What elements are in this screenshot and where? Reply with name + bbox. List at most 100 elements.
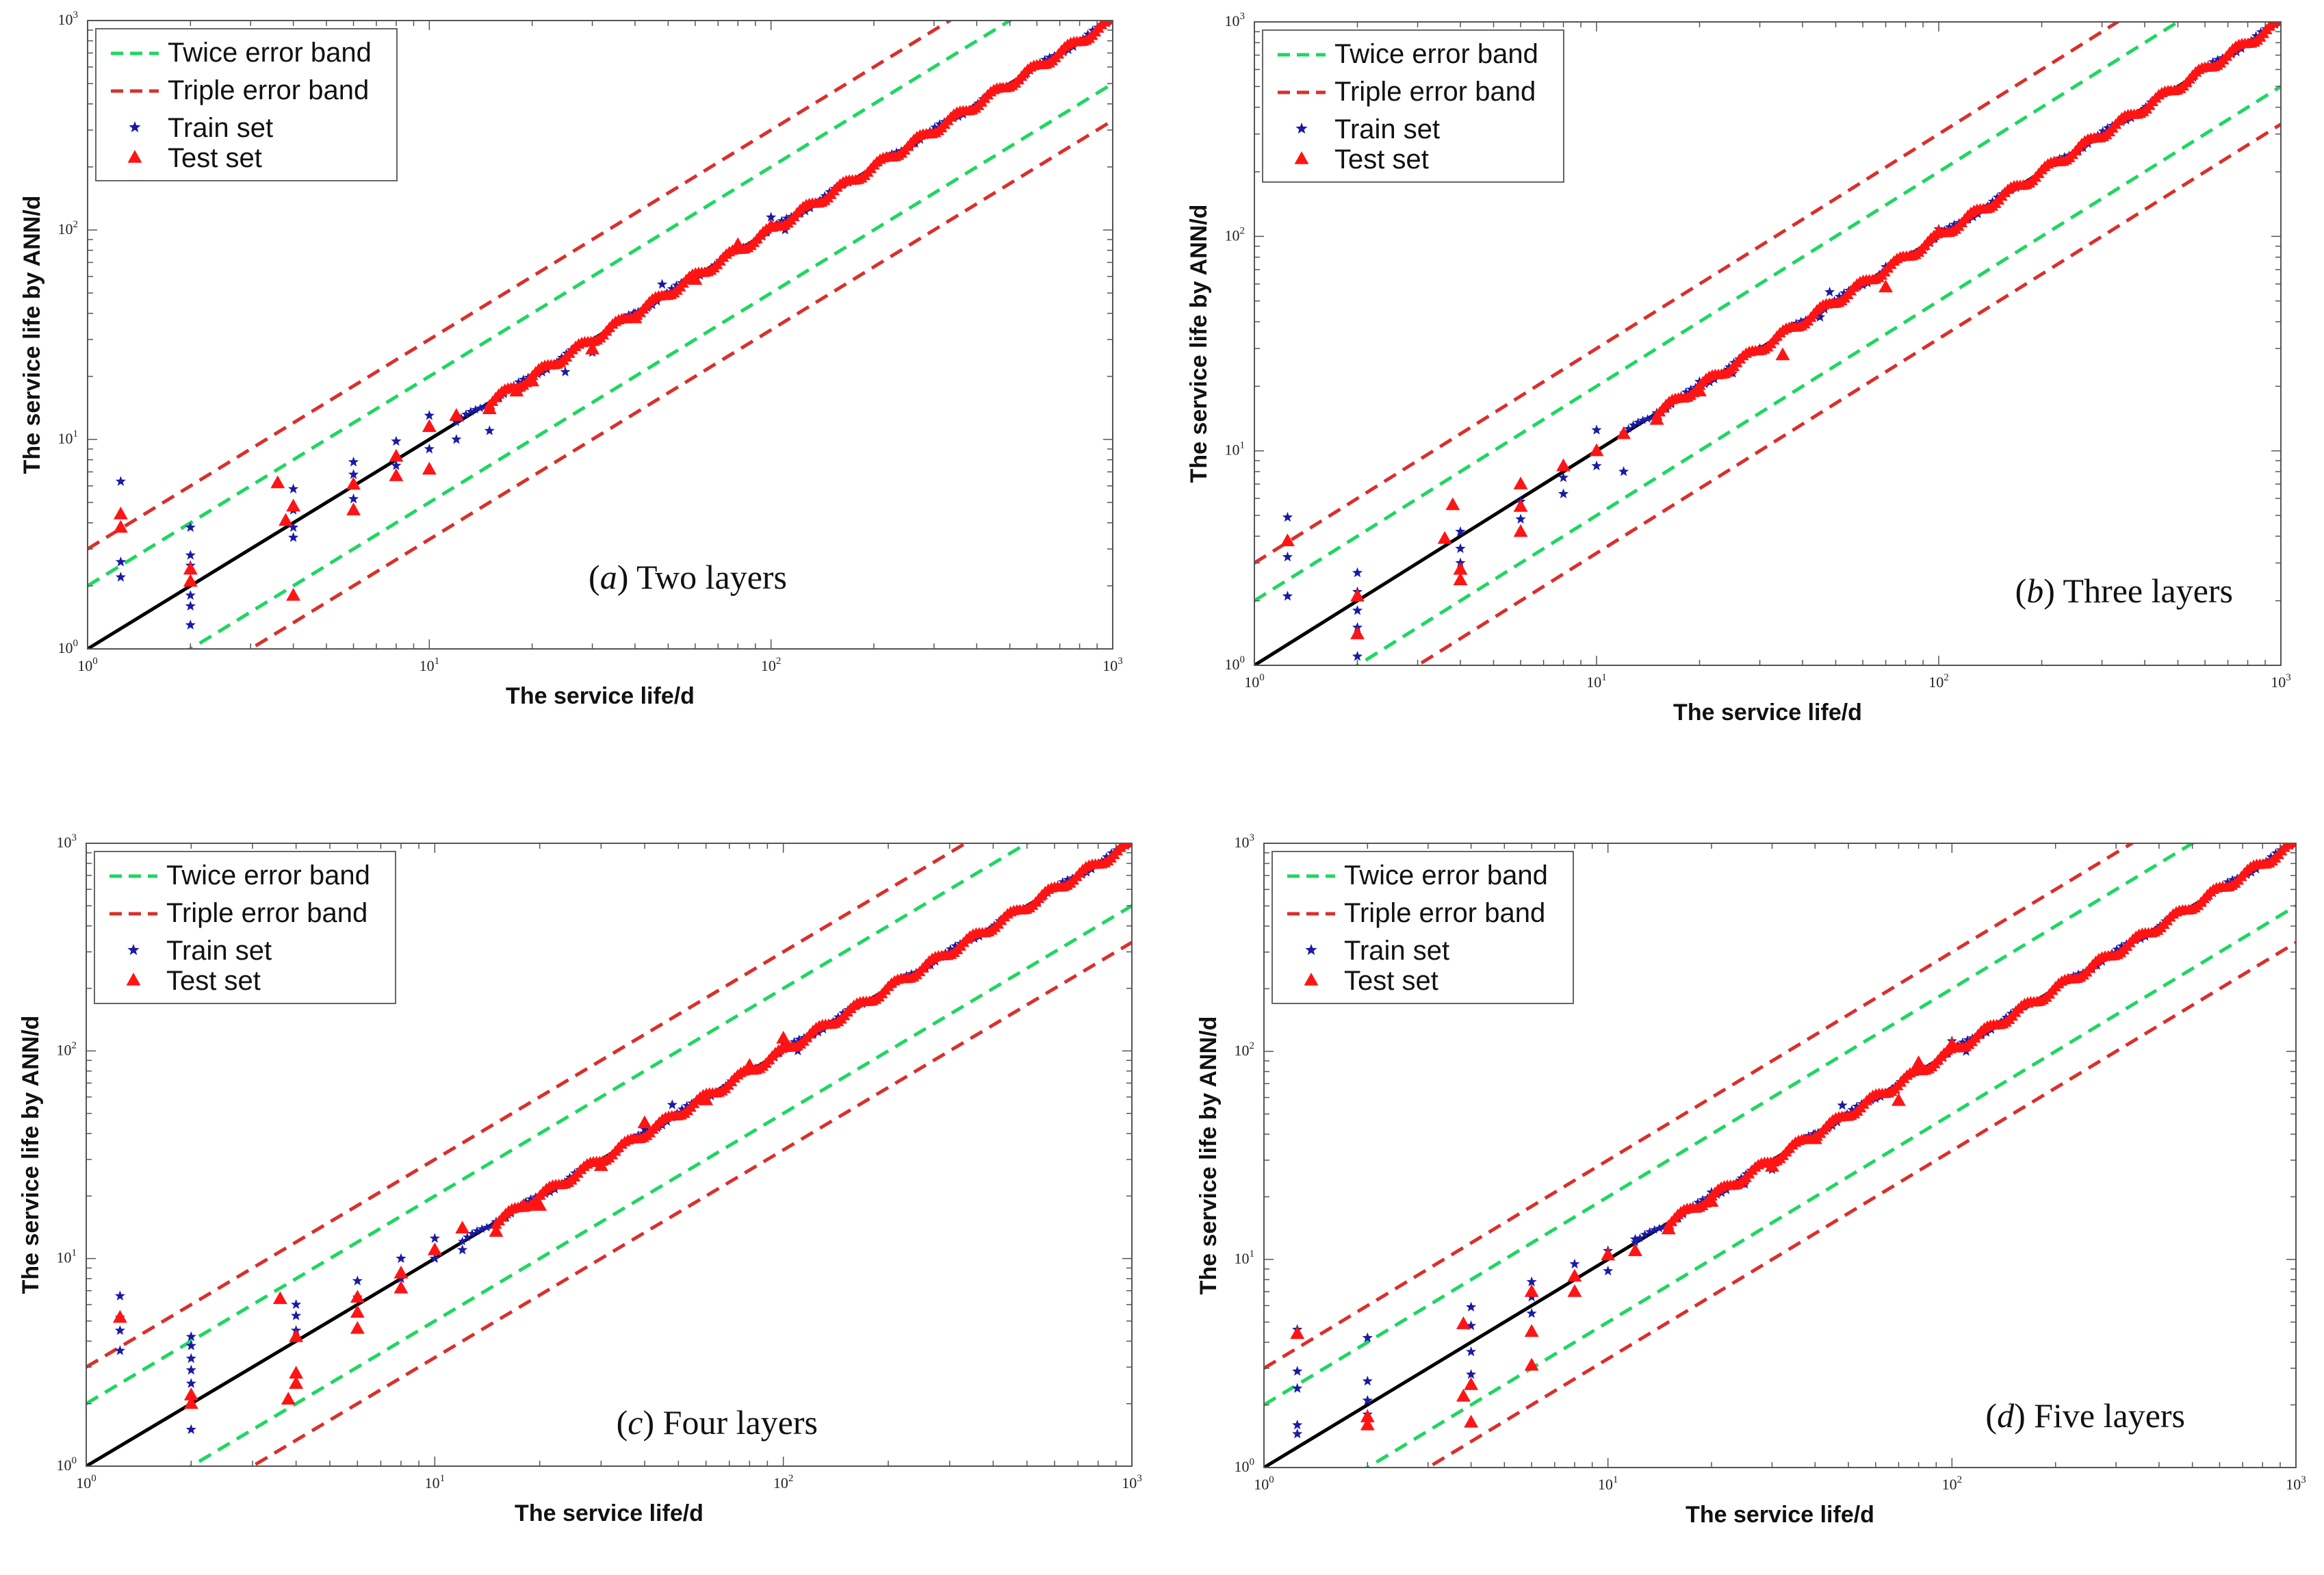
train-point xyxy=(391,460,402,470)
train-point xyxy=(1282,511,1293,522)
train-point xyxy=(1618,466,1629,476)
test-point xyxy=(1350,626,1365,639)
train-point xyxy=(185,522,196,533)
y-tick-exponent: 3 xyxy=(73,10,79,21)
train-point xyxy=(472,1226,482,1235)
test-point xyxy=(449,408,464,421)
test-point xyxy=(1556,458,1571,472)
y-tick-exponent: 2 xyxy=(1240,225,1245,236)
x-tick-label: 100 xyxy=(1254,1474,1274,1493)
train-point xyxy=(467,1229,477,1238)
test-point xyxy=(1807,1131,1822,1144)
axis-ticks xyxy=(86,843,1132,1467)
legend-label: Twice error band xyxy=(1334,39,1538,69)
test-point xyxy=(1649,411,1664,425)
x-tick-base: 10 xyxy=(2271,674,2286,691)
y-tick-exponent: 1 xyxy=(73,428,79,439)
train-point xyxy=(1724,362,1734,371)
train-point xyxy=(1591,424,1602,435)
train-point xyxy=(291,1299,302,1309)
train-point xyxy=(1292,1428,1303,1439)
test-point xyxy=(289,1366,304,1379)
test-point xyxy=(1601,1247,1616,1261)
train-point xyxy=(480,402,490,411)
caption-label: Three layers xyxy=(2063,572,2233,610)
y-tick-base: 10 xyxy=(1225,227,1240,244)
x-tick-label: 101 xyxy=(419,656,440,674)
test-point xyxy=(350,1290,365,1303)
train-point xyxy=(288,532,299,542)
train-point xyxy=(185,550,196,560)
test-point xyxy=(1589,443,1604,457)
test-point xyxy=(113,520,128,533)
train-point xyxy=(892,147,901,156)
test-point xyxy=(183,1387,198,1400)
x-tick-exponent: 0 xyxy=(92,656,98,667)
train-point xyxy=(477,1224,487,1233)
train-point xyxy=(2228,875,2237,884)
test-point xyxy=(1628,1243,1642,1257)
train-point xyxy=(667,283,677,293)
train-point xyxy=(514,377,524,386)
chart-panel-b: 100 100 101 101 102 102 103 103 The service life… xyxy=(1162,0,2324,787)
test-point xyxy=(1124,843,1132,847)
plot-area xyxy=(88,21,1113,649)
caption-open-paren: ( xyxy=(617,1403,628,1442)
legend-train-swatch xyxy=(1295,123,1308,134)
train-point xyxy=(1558,472,1569,483)
y-tick-exponent: 2 xyxy=(72,1040,77,1051)
test-point xyxy=(1453,572,1468,586)
train-point xyxy=(1644,1227,1655,1236)
test-point xyxy=(422,419,437,433)
y-tick-exponent: 3 xyxy=(1250,832,1255,843)
test-point xyxy=(1350,589,1365,602)
x-tick-label: 101 xyxy=(1586,672,1607,691)
test-point xyxy=(113,507,128,520)
test-point xyxy=(393,1266,409,1279)
train-point xyxy=(677,1104,687,1113)
train-point xyxy=(1515,513,1526,524)
x-axis-label: The service life/d xyxy=(506,683,695,709)
train-point xyxy=(2102,123,2113,132)
test-point xyxy=(516,1198,531,1211)
train-point xyxy=(476,403,485,412)
train-point xyxy=(484,425,495,435)
x-tick-base: 10 xyxy=(77,657,92,674)
test-point xyxy=(455,1220,470,1234)
test-point xyxy=(1616,426,1631,439)
train-point xyxy=(1629,1233,1641,1244)
y-tick-exponent: 3 xyxy=(72,832,77,843)
test-point xyxy=(422,461,437,475)
x-tick-base: 10 xyxy=(761,657,776,674)
train-point xyxy=(1847,1105,1857,1114)
x-tick-label: 102 xyxy=(773,1473,794,1491)
train-point xyxy=(429,1233,440,1243)
train-point xyxy=(1292,1419,1303,1430)
y-tick-label: 102 xyxy=(1235,1040,1255,1059)
test-point xyxy=(585,342,600,355)
train-point xyxy=(1455,526,1466,537)
x-tick-label: 102 xyxy=(1942,1474,1963,1493)
caption-label: Five layers xyxy=(2034,1396,2185,1435)
panel-caption: (c) Four layers xyxy=(617,1403,818,1442)
test-point xyxy=(1704,1194,1719,1207)
legend: Twice error band Triple error band Train s… xyxy=(1262,29,1564,183)
x-axis-label: The service life/d xyxy=(1673,700,1862,726)
triple-band-lower xyxy=(249,940,1132,1466)
train-point xyxy=(667,1099,677,1110)
train-point xyxy=(2256,27,2266,36)
y-tick-base: 10 xyxy=(1225,656,1240,673)
train-point xyxy=(429,1253,440,1264)
train-point xyxy=(1963,1035,1972,1044)
train-point xyxy=(185,1331,196,1342)
y-tick-label: 103 xyxy=(57,832,77,851)
train-point xyxy=(1650,1225,1660,1234)
test-point xyxy=(1513,476,1528,489)
caption-close-paren: ) xyxy=(643,1403,663,1442)
y-tick-exponent: 1 xyxy=(1240,440,1245,451)
train-point xyxy=(526,1194,536,1203)
train-point xyxy=(2271,848,2281,857)
test-point xyxy=(1524,1284,1539,1297)
train-point xyxy=(1693,1197,1703,1207)
